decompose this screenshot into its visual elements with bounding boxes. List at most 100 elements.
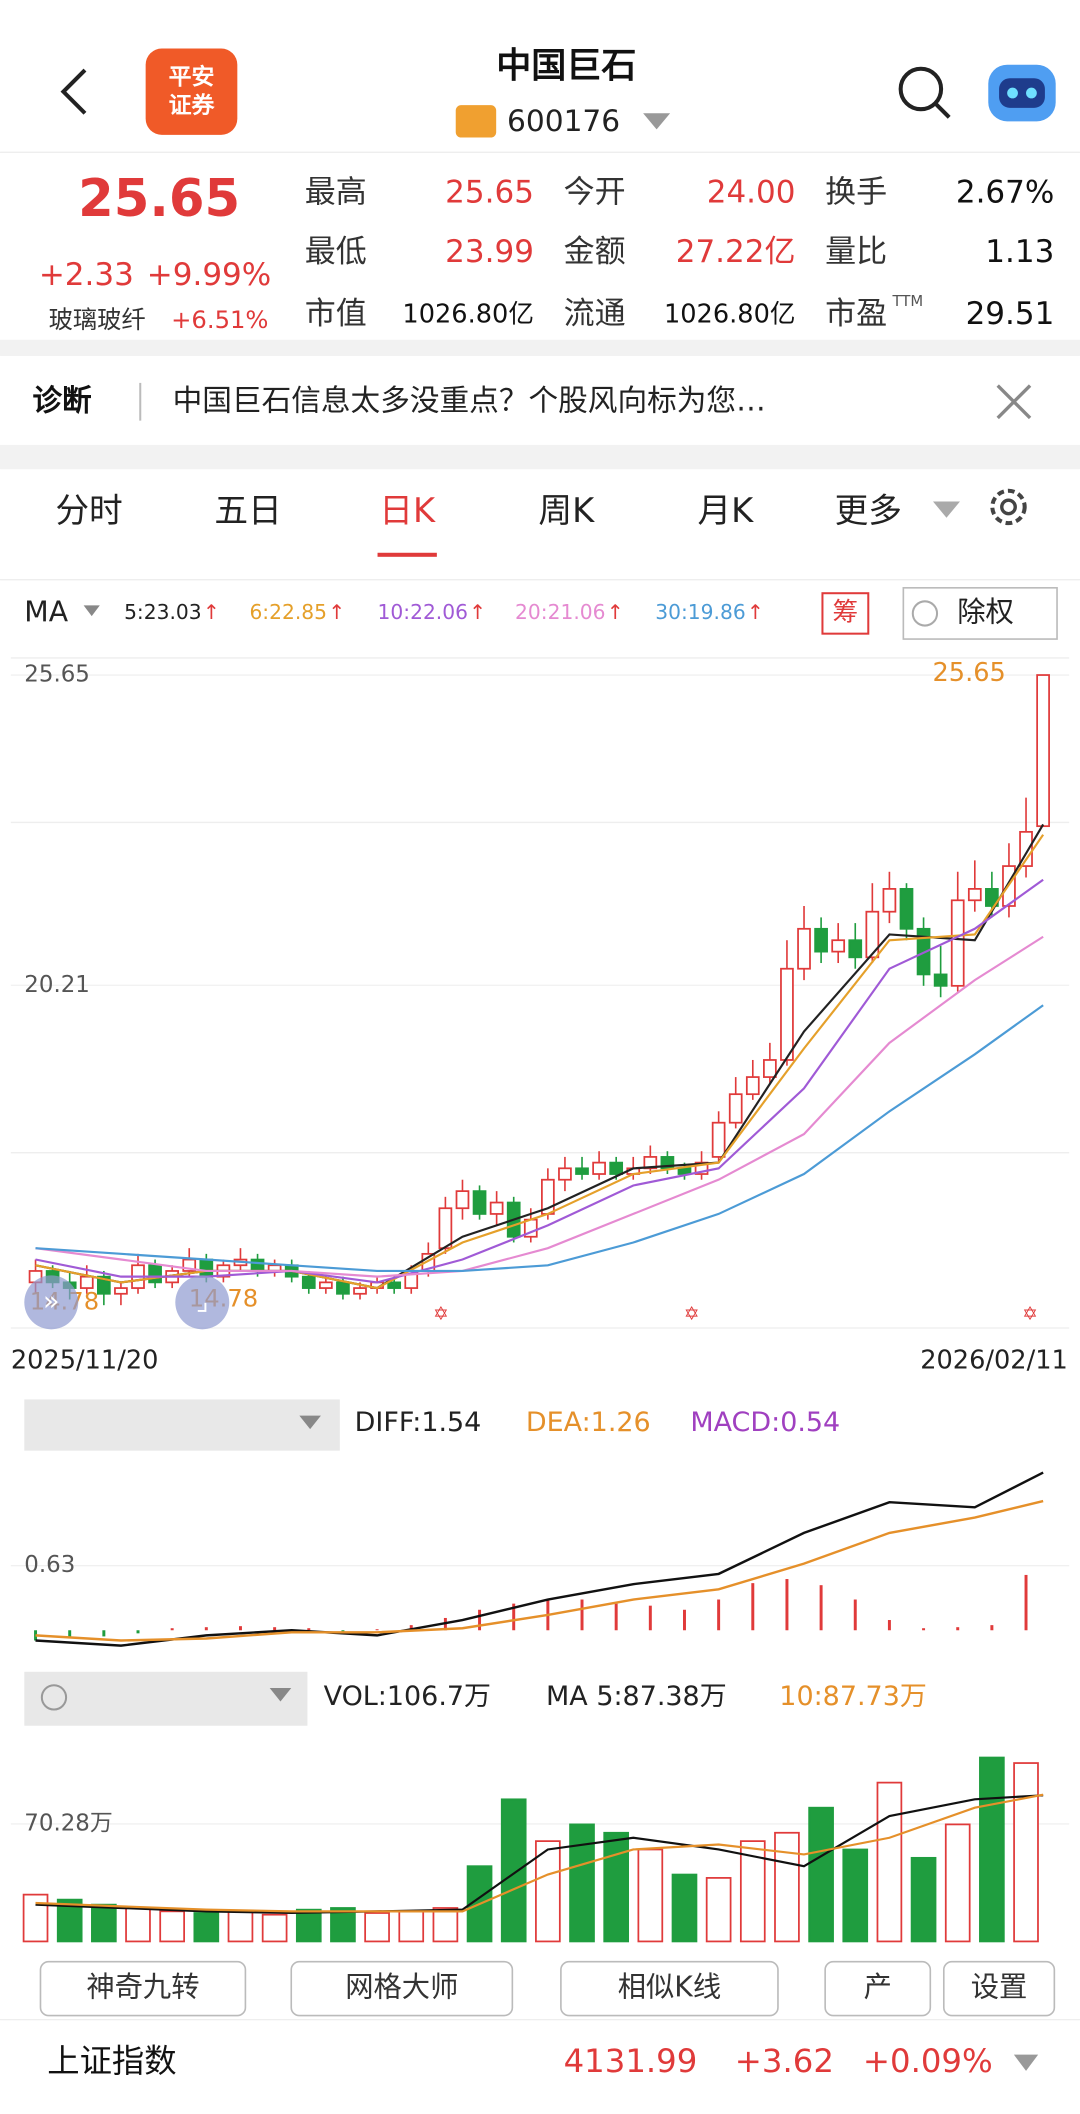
expand-button[interactable] [1013,2054,1039,2071]
stock-name: 中国巨石 [496,45,636,86]
diagnosis-label: 诊断 [32,382,92,417]
candle-body [728,1093,743,1124]
candle-body [96,1275,111,1295]
ma-label[interactable]: MA [24,595,68,628]
candle-body [677,1167,692,1175]
index-name[interactable]: 上证指数 [47,2042,176,2080]
diagnosis-text[interactable]: 中国巨石信息太多没重点？个股风向标为您… [173,382,766,417]
candle-body [899,888,914,930]
stock-code: 600176 [507,103,620,138]
legend-entry: DEA:1.26 [526,1407,651,1438]
volume-bar [22,1893,49,1943]
index-change: +3.62 [735,2042,834,2080]
volume-bar [330,1907,356,1943]
tab[interactable]: 日K [379,491,436,530]
candle-body [797,927,811,970]
candle-body [438,1207,453,1250]
x-tick-label: 2025/11/20 [11,1346,159,1376]
volume-bar [91,1903,117,1943]
tool-button[interactable] [290,1960,514,2017]
indicator-selector[interactable] [24,1399,340,1451]
chip-button[interactable] [821,592,870,635]
legend-entry: 30:19.86 [655,600,745,624]
volume-bar [432,1907,459,1943]
tool-button[interactable] [560,1960,779,2017]
tool-button-text: 神奇九转 [86,1971,199,2004]
legend-entry: 20:21.06 [515,600,605,624]
candle-body [985,888,999,907]
tab[interactable]: 周K [538,491,595,530]
y-tick-label: 0.63 [24,1552,75,1578]
search-handle [934,102,951,119]
candle-body [387,1281,402,1289]
dropdown[interactable] [933,501,960,518]
stat-label: 换手 [825,175,887,211]
candle-body [558,1167,572,1181]
legend-entry: 5:23.03 [124,600,202,624]
volume-bar [125,1907,151,1943]
line [35,1499,1044,1642]
logo[interactable] [145,48,238,135]
tab[interactable]: 更多 [835,491,902,530]
dropdown[interactable] [83,605,100,617]
line [35,1794,1044,1915]
volume-bar [159,1910,185,1943]
scroll-right[interactable] [175,1275,230,1330]
adjust-button[interactable] [902,587,1058,640]
candle-body [472,1190,487,1215]
toolbar: 神奇九转 网格大师 相似K线 产 设置 [39,1960,1056,2017]
legend-entry: MACD:0.54 [690,1407,840,1438]
candle-body [711,1121,726,1158]
candle-body [780,967,794,1061]
volume-bar [842,1848,869,1943]
legend-entry: DIFF:1.54 [355,1407,482,1438]
back-button[interactable] [60,68,87,115]
volume-bar [500,1798,527,1943]
indicator-selector[interactable] [24,1671,308,1726]
close-button[interactable] [996,384,1032,420]
candle-body [643,1156,658,1170]
settings-button[interactable] [990,488,1027,526]
svg-text:✡: ✡ [1022,1303,1038,1325]
index-value: 4131.99 [564,2042,698,2080]
candle-body [609,1161,624,1175]
assistant-eye [1007,87,1018,99]
legend-entry: 10:22.06 [378,600,468,624]
tool-button[interactable] [824,1960,932,2017]
legend-entry: VOL:106.7万 [324,1681,491,1712]
tab[interactable]: 五日 [214,491,281,530]
stat-label: 最低 [305,234,367,270]
candle-body [182,1258,197,1272]
candle-body [1036,674,1050,828]
tool-button[interactable] [942,1960,1056,2017]
volume-bar [808,1806,834,1943]
candle-body [301,1275,316,1289]
volume-bar [56,1898,83,1943]
svg-text:✡: ✡ [684,1303,700,1325]
sector[interactable]: 玻璃玻纤 [49,305,146,334]
tool-button-text: 产 [864,1971,892,2004]
legend-arrow: ↑ [747,600,764,624]
candle-body [575,1167,589,1175]
volume-bar [603,1831,630,1943]
dropdown[interactable] [643,113,671,130]
volume-bar [979,1756,1005,1943]
volume-bar [569,1823,595,1943]
tool-button[interactable] [39,1960,247,2017]
price-change: +2.33 [39,257,134,293]
price: 25.65 [78,169,240,229]
search-button[interactable] [898,66,944,112]
stat-value: 1.13 [985,234,1054,270]
candle-body [967,888,982,902]
tool-button-text: 设置 [971,1971,1028,2004]
scroll-left[interactable] [24,1275,79,1330]
line [35,935,1044,1278]
stat-label: 今开 [564,175,626,211]
tab[interactable]: 分时 [55,491,122,530]
stat-value: 23.99 [445,234,534,270]
tab[interactable]: 月K [697,491,754,530]
info-icon [911,600,939,627]
candle-body [694,1161,709,1175]
volume-bar [193,1912,220,1943]
